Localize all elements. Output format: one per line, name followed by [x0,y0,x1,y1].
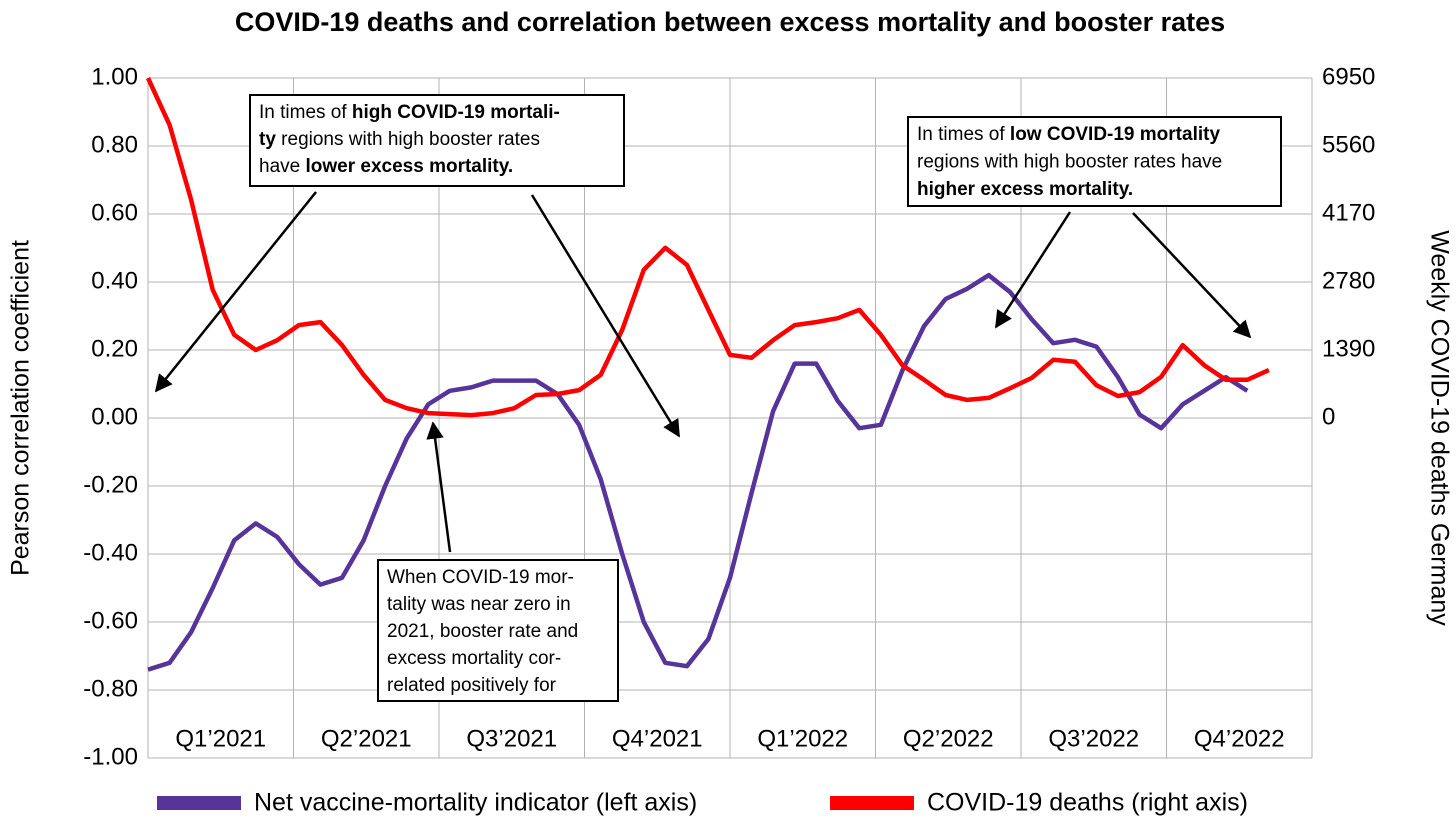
legend: Net vaccine-mortality indicator (left ax… [157,789,1248,817]
annotation-run: regions with high booster rates [276,129,540,150]
legend-label: COVID-19 deaths (right axis) [927,789,1248,817]
annotation-text: 2021, booster rate and [387,621,578,642]
annotation-text: regions with high booster rates have [917,152,1222,173]
annotation-run: related positively for [387,675,557,696]
y-tick-label: -0.80 [83,675,138,702]
y-tick-label: 0.00 [91,403,138,430]
y2-tick-label: 1390 [1322,335,1375,362]
y-tick-label: 0.60 [91,199,138,226]
x-tick-label: Q3’2021 [466,725,557,752]
y2-tick-label: 2780 [1322,267,1375,294]
annotation-text: In times of high COVID-19 mortali- [259,102,560,123]
x-tick-label: Q2’2022 [903,725,994,752]
y2-tick-label: 4170 [1322,199,1375,226]
annotation-run: tality was near zero in [387,594,571,615]
x-tick-label: Q1’2021 [175,725,266,752]
arrow [530,194,681,438]
legend-swatch [157,796,241,810]
annotation-run: In times of [917,124,1010,145]
grid: 1.00 0.80 0.60 0.40 0.20 0.00 -0.20 -0.40 -0.60 -… [83,63,1375,770]
x-tick-label: Q2’2021 [321,725,412,752]
y-tick-label: -0.20 [83,471,138,498]
annotation-text: excess mortality cor- [387,648,561,669]
arrow [154,191,317,393]
y2-tick-label: 0 [1322,403,1335,430]
annotation-box [907,116,1282,207]
annotation-run: ty [259,129,276,150]
x-tick-label: Q1’2022 [757,725,848,752]
annotation-run: lower excess mortality. [305,156,513,177]
annotation-run: higher excess mortality. [917,179,1133,200]
annotation-run: In times of [259,102,352,123]
y2-axis-title: Weekly COVID-19 deaths Germany [1425,230,1453,626]
chart-title: COVID-19 deaths and correlation between … [235,7,1225,37]
y2-tick-label: 6950 [1322,63,1375,90]
legend-label: Net vaccine-mortality indicator (left ax… [254,789,697,817]
arrows [154,191,1252,553]
y-tick-label: -1.00 [83,743,138,770]
annotation-run: high COVID-19 mortali- [352,102,560,123]
y-tick-label: -0.60 [83,607,138,634]
annotation-text: have lower excess mortality. [259,156,513,177]
annotation-run: low COVID-19 mortality [1010,124,1221,145]
annotation-run: When COVID-19 mor- [387,567,574,588]
annotation-run: have [259,156,305,177]
annotation-text: In times of low COVID-19 mortality [917,124,1220,145]
y-tick-label: 0.40 [91,267,138,294]
legend-swatch [830,796,914,810]
annotation-text: When COVID-19 mor- [387,567,574,588]
arrow [994,211,1072,329]
arrow [426,421,452,553]
annotation-text: tality was near zero in [387,594,571,615]
annotation-box [377,559,619,702]
y-tick-label: 0.80 [91,131,138,158]
annotations: In times of high COVID-19 mortali-ty reg… [249,94,1282,702]
y-axis-title: Pearson correlation coefficient [7,240,35,576]
annotation-text: related positively for [387,675,557,696]
x-tick-label: Q3’2022 [1048,725,1139,752]
y-tick-label: 1.00 [91,63,138,90]
data-line [147,272,1249,672]
plot-lines [145,77,1270,672]
y-tick-label: 0.20 [91,335,138,362]
arrow [1132,212,1252,339]
annotation-run: 2021, booster rate and [387,621,578,642]
x-tick-label: Q4’2022 [1194,725,1285,752]
data-line [145,77,1270,418]
annotation-text: higher excess mortality. [917,179,1133,200]
y2-tick-label: 5560 [1322,131,1375,158]
annotation-text: ty regions with high booster rates [259,129,540,150]
x-tick-label: Q4’2021 [612,725,703,752]
annotation-run: regions with high booster rates have [917,152,1222,173]
y-tick-label: -0.40 [83,539,138,566]
annotation-run: excess mortality cor- [387,648,561,669]
annotation-box [249,94,625,187]
